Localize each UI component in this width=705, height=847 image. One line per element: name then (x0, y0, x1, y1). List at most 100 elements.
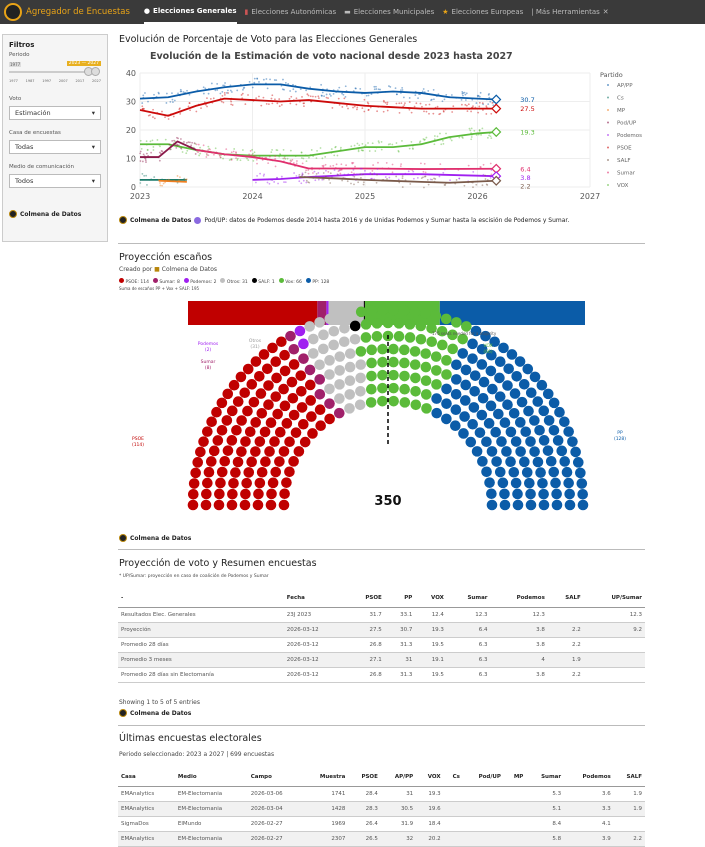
poll-point (283, 157, 286, 160)
brand-title[interactable]: Agregador de Encuestas (26, 7, 130, 17)
nav-elecciones-autonomicas[interactable]: ▮ Elecciones Autonómicas (245, 0, 337, 24)
y-tick-label: 10 (126, 155, 136, 164)
column-header[interactable]: SALF (613, 769, 645, 787)
column-header[interactable]: PSOE (348, 769, 381, 787)
divider (118, 725, 645, 726)
seat-vox (437, 339, 448, 351)
seat-podemos (294, 325, 306, 337)
poll-point (161, 184, 163, 187)
summary-credit[interactable]: Colmena de Datos (119, 709, 191, 717)
legend-label: PP: 128 (312, 280, 330, 285)
seat-psoe (236, 415, 247, 426)
column-header[interactable]: Podemos (564, 769, 614, 787)
seat-psoe (262, 363, 273, 375)
column-header[interactable]: UP/Sumar (583, 590, 645, 608)
column-header[interactable]: Sumar (446, 590, 491, 608)
poll-point (321, 157, 324, 160)
column-header[interactable]: Casa (118, 769, 175, 787)
credit-text[interactable]: Colmena de Datos (130, 216, 192, 224)
seat-psoe (315, 420, 326, 432)
table-cell: 2026-02-27 (247, 831, 303, 847)
seat-pp (494, 466, 506, 478)
poll-point (365, 94, 368, 97)
column-header[interactable]: AP/PP (380, 769, 417, 787)
column-header[interactable]: Pod/UP (462, 769, 504, 787)
poll-point (147, 100, 149, 103)
table-cell (503, 801, 527, 817)
slider-handle-end[interactable] (91, 67, 100, 76)
column-header[interactable]: MP (503, 769, 527, 787)
nav-mas-herramientas[interactable]: | Más Herramientas ✕ (531, 0, 608, 24)
poll-point (357, 150, 360, 153)
poll-point (374, 150, 377, 152)
seat-pp (467, 353, 478, 364)
poll-point (152, 149, 155, 151)
nav-elecciones-europeas[interactable]: ★ Elecciones Europeas (442, 0, 523, 24)
poll-point (226, 89, 229, 92)
column-header[interactable]: Cs (443, 769, 463, 787)
medio-select[interactable]: Todos ▾ (9, 174, 101, 188)
poll-point (213, 153, 215, 156)
column-header[interactable]: - (118, 590, 284, 608)
poll-point (375, 85, 377, 88)
column-header[interactable]: Podemos (490, 590, 548, 608)
seat-psoe (254, 436, 266, 447)
nav-elecciones-generales[interactable]: ● Elecciones Generales (143, 0, 237, 24)
column-header[interactable]: Medio (174, 769, 248, 787)
poll-point (346, 180, 349, 183)
seat-pp (450, 389, 462, 400)
table-cell: 4 (490, 652, 548, 668)
seat-bar-podemos (326, 301, 329, 325)
column-header[interactable]: PSOE (347, 590, 385, 608)
column-header[interactable]: Muestra (302, 769, 349, 787)
voto-select[interactable]: Estimación ▾ (9, 106, 101, 120)
seat-otros (334, 379, 345, 390)
logo-icon (4, 3, 22, 21)
poll-point (329, 172, 332, 175)
poll-point (350, 145, 353, 148)
table-cell: 31.7 (347, 607, 385, 623)
poll-point (282, 157, 285, 160)
period-slider[interactable]: 1977 2023 — 2027 1977 1987 1997 2007 2017 202… (9, 60, 101, 86)
poll-point (408, 97, 411, 99)
poll-point (305, 89, 308, 92)
poll-point (270, 151, 273, 154)
column-header[interactable]: PP (384, 590, 416, 608)
seat-psoe (241, 477, 252, 489)
seat-psoe (188, 478, 200, 489)
column-header[interactable]: SALF (547, 590, 584, 608)
arc-party-label: Podemos (198, 341, 219, 347)
legend-label: MP (617, 108, 626, 114)
poll-point (179, 90, 182, 93)
column-header[interactable]: Fecha (283, 590, 348, 608)
nav-elecciones-municipales[interactable]: ▬ Elecciones Municipales (344, 0, 434, 24)
sidebar-credit[interactable]: Colmena de Datos (9, 210, 101, 218)
poll-point (164, 116, 166, 119)
casa-select[interactable]: Todas ▾ (9, 140, 101, 154)
poll-point (172, 115, 175, 118)
end-value-label: 27.5 (520, 105, 534, 113)
credit-text: Colmena de Datos (130, 709, 192, 717)
seat-otros (344, 375, 356, 386)
legend-label: Sumar (617, 171, 636, 177)
seat-pp (534, 424, 545, 436)
column-header[interactable]: VOX (415, 590, 447, 608)
seat-psoe (216, 466, 228, 478)
poll-point (271, 149, 273, 151)
seat-pp (441, 413, 452, 425)
seat-pp (510, 436, 522, 447)
seats-credit[interactable]: Colmena de Datos (119, 534, 191, 542)
column-header[interactable]: Sumar (526, 769, 565, 787)
column-header[interactable]: VOX (416, 769, 444, 787)
poll-point (460, 98, 463, 101)
seat-vox (410, 372, 421, 384)
poll-point (299, 88, 302, 91)
poll-point (171, 98, 174, 101)
poll-point (149, 114, 151, 116)
table-cell (503, 786, 527, 802)
casa-value: Todas (15, 143, 34, 151)
poll-point (184, 178, 187, 181)
column-header[interactable]: Campo (247, 769, 303, 787)
poll-point (188, 93, 191, 96)
poll-point (292, 88, 295, 91)
